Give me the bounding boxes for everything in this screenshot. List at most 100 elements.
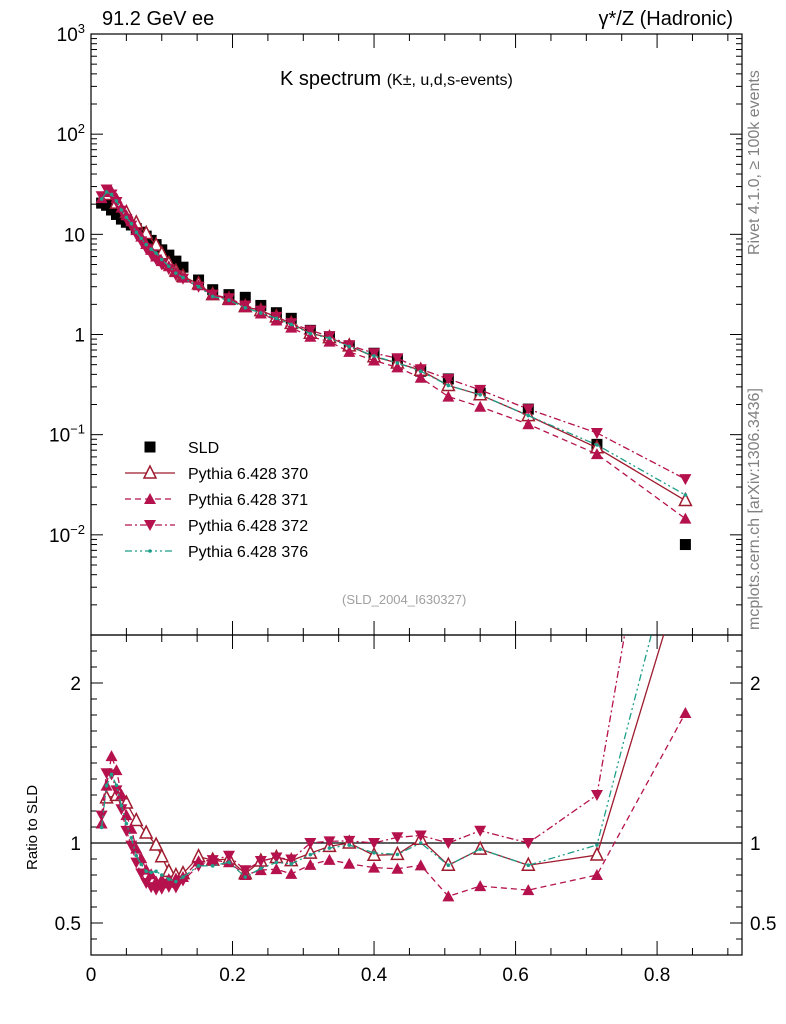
ratio-point [522, 838, 535, 849]
data-point [522, 418, 535, 430]
legend-entry-pythia-376: Pythia 6.428 376 [125, 544, 308, 561]
data-point [114, 199, 119, 203]
data-point [391, 361, 404, 373]
plot-title: K spectrum (K±, u,d,s-events) [280, 68, 513, 91]
ratio-point [135, 868, 148, 880]
data-point [120, 214, 133, 226]
data-point [139, 236, 144, 241]
data-point [109, 192, 114, 197]
ratio-point [125, 840, 138, 852]
data-point [134, 230, 139, 235]
data-point [474, 384, 487, 396]
y-tick-label: 10−1 [49, 422, 85, 447]
ratio-point [105, 750, 118, 762]
ratio-point [129, 836, 134, 840]
ratio-point [368, 838, 381, 849]
ratio-ylabel: Ratio to SLD [24, 784, 41, 870]
ratio-point [99, 825, 104, 830]
ratio-point [144, 869, 148, 874]
data-point [227, 298, 231, 303]
ratio-series-pythia-372 [95, 635, 626, 896]
data-point [308, 331, 313, 336]
ratio-series-pythia-376 [99, 635, 652, 884]
data-point [372, 354, 376, 358]
ratio-point [95, 810, 108, 822]
data-point [368, 348, 381, 360]
legend-label: Pythia 6.428 372 [188, 518, 308, 535]
ratio-point [285, 854, 298, 866]
ratio-point [343, 835, 356, 847]
legend-marker [144, 520, 156, 531]
data-point [679, 512, 692, 524]
y-tick-label: 10 [64, 225, 85, 246]
ratio-y-tick-label-right: 1 [750, 834, 761, 855]
ratio-point [110, 785, 123, 797]
data-point [446, 383, 451, 388]
ratio-point [104, 783, 109, 788]
ratio-point [590, 790, 603, 801]
plot-title-main: K spectrum [280, 68, 382, 90]
ratio-point [130, 842, 143, 854]
x-tick-label: 0.2 [219, 965, 245, 986]
data-point [679, 474, 692, 486]
y-tick-label: 10−2 [49, 522, 85, 547]
data-point [149, 247, 153, 252]
ratio-point [270, 863, 283, 875]
data-point [243, 305, 248, 310]
ratio-point [115, 804, 128, 816]
analysis-reference: (SLD_2004_I630327) [342, 592, 467, 607]
data-point [327, 336, 332, 340]
data-point [174, 271, 178, 275]
ratio-point [134, 853, 139, 858]
data-point [343, 345, 356, 357]
ratio-point [155, 883, 168, 895]
legend-label: SLD [188, 440, 219, 457]
data-point [474, 400, 487, 412]
ratio-point [391, 862, 404, 874]
legend-entry-pythia-370: Pythia 6.428 370 [125, 464, 308, 483]
x-tick-label: 0 [86, 965, 97, 986]
ratio-line [100, 635, 626, 891]
ratio-point [304, 858, 317, 870]
ratio-y-tick-label-right: 0.5 [750, 914, 776, 935]
data-point [125, 220, 138, 232]
ratio-y-tick-label-right: 2 [750, 674, 761, 695]
data-point [162, 264, 175, 276]
ratio-point [181, 875, 185, 879]
ratio-point [395, 852, 400, 857]
ratio-point [109, 772, 114, 777]
data-point [368, 354, 381, 366]
data-point [169, 270, 182, 282]
data-point [304, 325, 317, 337]
data-point [177, 261, 189, 273]
data-point [167, 264, 171, 269]
legend-label: Pythia 6.428 376 [188, 544, 308, 561]
ratio-point [254, 856, 267, 868]
data-point [442, 390, 455, 402]
ratio-point [124, 821, 129, 826]
header-right: γ*/Z (Hadronic) [598, 8, 733, 30]
legend-marker [144, 493, 156, 504]
data-point [181, 275, 185, 280]
ratio-point [446, 863, 451, 868]
source-label: mcplots.cern.ch [arXiv:1306.3436] [746, 388, 763, 630]
ratio-point [347, 843, 352, 847]
ratio-point [129, 811, 144, 827]
data-point [135, 236, 148, 248]
ratio-point [174, 879, 178, 884]
ratio-point [368, 861, 381, 873]
ratio-line [106, 635, 665, 877]
legend-marker [144, 441, 156, 453]
data-point [144, 242, 148, 247]
legend-entry-pythia-371: Pythia 6.428 371 [125, 492, 308, 509]
data-point [254, 305, 267, 317]
data-point [210, 294, 215, 299]
ratio-point [590, 869, 603, 880]
y-tick-label: 1 [74, 326, 85, 347]
x-tick-label: 0.4 [361, 965, 388, 986]
ratio-point [259, 866, 263, 871]
header-left: 91.2 GeV ee [102, 8, 215, 30]
data-point [395, 361, 400, 365]
ratio-point [159, 873, 164, 877]
data-point [526, 413, 531, 418]
